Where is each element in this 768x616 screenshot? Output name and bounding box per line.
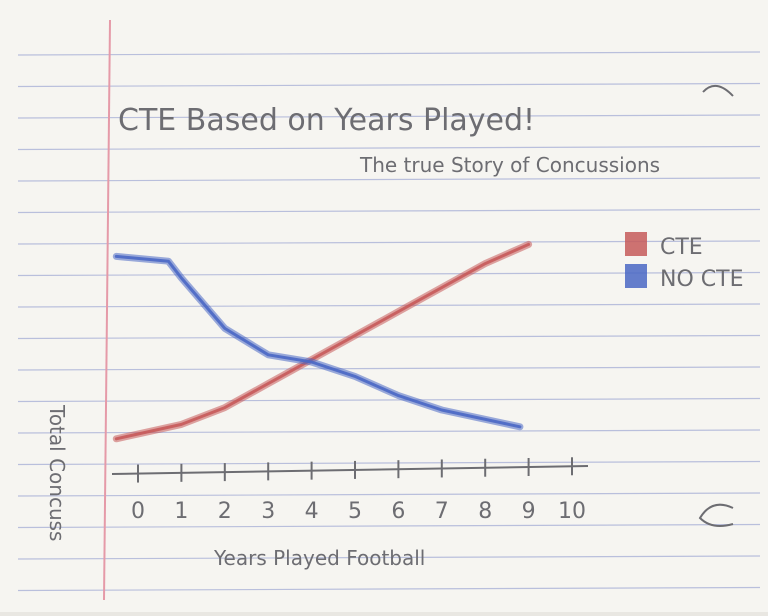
x-axis-line bbox=[111, 465, 589, 475]
x-tick-label-10: 10 bbox=[558, 499, 586, 524]
ruled-line bbox=[17, 82, 761, 88]
legend-swatch-cte bbox=[625, 232, 647, 256]
series-layer bbox=[112, 240, 533, 443]
ruled-line bbox=[17, 271, 761, 277]
x-tick-label-3: 3 bbox=[261, 499, 275, 524]
ruled-line bbox=[17, 240, 761, 245]
series-no-cte-line bbox=[114, 254, 522, 429]
x-tick-label-1: 1 bbox=[174, 499, 188, 524]
legend: CTE NO CTE bbox=[625, 232, 743, 292]
binder-hole-top bbox=[702, 85, 734, 97]
x-tick-label-4: 4 bbox=[305, 499, 319, 524]
ruled-lines bbox=[17, 51, 761, 592]
ruled-line bbox=[17, 586, 761, 592]
ruled-line bbox=[17, 51, 761, 56]
ruled-line bbox=[17, 492, 761, 497]
series-cte-line bbox=[114, 242, 531, 441]
y-axis-label: Total Concuss bbox=[45, 404, 69, 541]
ruled-line bbox=[17, 114, 761, 119]
ruled-line bbox=[17, 177, 761, 182]
ruled-line bbox=[17, 366, 761, 371]
x-tick-label-6: 6 bbox=[391, 499, 405, 524]
legend-label-no-cte: NO CTE bbox=[660, 267, 743, 292]
ruled-line bbox=[17, 334, 761, 340]
x-tick-label-7: 7 bbox=[435, 499, 449, 524]
ruled-line bbox=[17, 145, 761, 151]
legend-swatch-no-cte bbox=[625, 264, 647, 288]
chart-subtitle: The true Story of Concussions bbox=[359, 153, 660, 177]
chart-title: CTE Based on Years Played! bbox=[118, 103, 535, 138]
ruled-line bbox=[17, 555, 761, 560]
x-axis: 0 1 2 3 4 5 6 7 8 9 10 bbox=[111, 457, 589, 524]
x-tick-label-0: 0 bbox=[131, 499, 145, 524]
ruled-line bbox=[17, 397, 761, 403]
margin-line bbox=[103, 19, 111, 601]
ruled-line bbox=[17, 523, 761, 529]
x-tick-label-8: 8 bbox=[478, 499, 492, 524]
binder-hole-bottom bbox=[698, 503, 734, 527]
ruled-line bbox=[17, 208, 761, 214]
legend-label-cte: CTE bbox=[660, 235, 703, 260]
x-tick-label-2: 2 bbox=[218, 499, 232, 524]
ruled-line bbox=[17, 303, 761, 308]
ruled-line bbox=[17, 460, 761, 466]
x-axis-label: Years Played Football bbox=[213, 546, 425, 570]
x-tick-label-5: 5 bbox=[348, 499, 362, 524]
x-tick-label-9: 9 bbox=[522, 499, 536, 524]
